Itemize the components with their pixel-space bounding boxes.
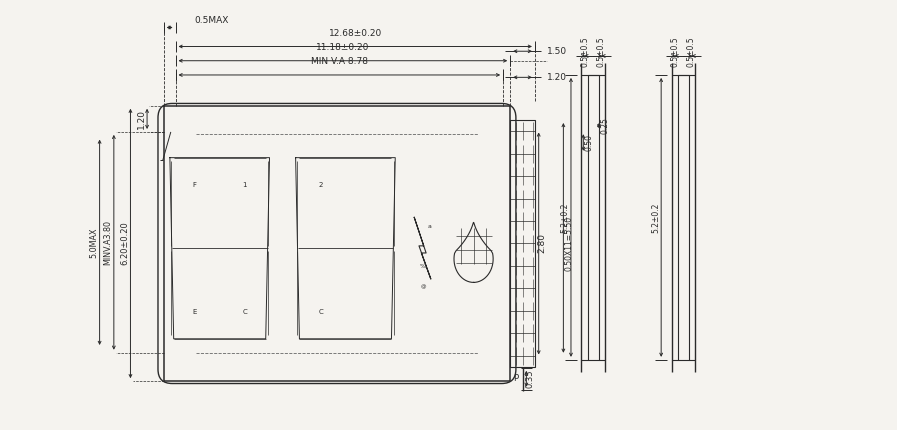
- Text: 12.68±0.20: 12.68±0.20: [328, 29, 382, 38]
- Text: %: %: [419, 264, 425, 269]
- Text: 0.5±0.5: 0.5±0.5: [580, 36, 589, 67]
- Text: 0.25: 0.25: [600, 117, 609, 134]
- Text: E: E: [193, 309, 197, 315]
- Text: 6.20±0.20: 6.20±0.20: [120, 221, 129, 265]
- Text: 0.50X11=5.50: 0.50X11=5.50: [564, 216, 573, 271]
- Text: 2: 2: [318, 182, 323, 188]
- Text: 0.5MAX: 0.5MAX: [195, 16, 229, 25]
- Text: MINV.A3.80: MINV.A3.80: [104, 220, 113, 265]
- Text: 11.18±0.20: 11.18±0.20: [317, 43, 370, 52]
- Text: F: F: [193, 182, 196, 188]
- Text: 1.20: 1.20: [137, 109, 146, 129]
- Text: 2.80: 2.80: [537, 233, 546, 253]
- Text: P: P: [513, 374, 518, 383]
- Text: 0.5±0.5: 0.5±0.5: [670, 36, 679, 67]
- Text: 0.35: 0.35: [525, 369, 535, 388]
- Text: a: a: [428, 224, 431, 229]
- Text: 5.2±0.2: 5.2±0.2: [561, 202, 570, 233]
- Text: C: C: [242, 309, 247, 315]
- Text: 0.5±0.5: 0.5±0.5: [686, 36, 695, 67]
- Text: 1: 1: [242, 182, 247, 188]
- Text: 0.5±0.5: 0.5±0.5: [597, 36, 605, 67]
- Text: MIN V.A 8.78: MIN V.A 8.78: [311, 58, 368, 66]
- Bar: [163, 106, 510, 381]
- Text: 1.20: 1.20: [547, 73, 567, 82]
- Text: @: @: [421, 285, 426, 290]
- Text: 1.50: 1.50: [547, 47, 567, 56]
- Bar: [510, 120, 535, 367]
- Text: 5.0MAX: 5.0MAX: [90, 227, 99, 258]
- Text: 0.50: 0.50: [585, 134, 594, 151]
- Text: C: C: [318, 309, 323, 315]
- Text: 5.2±0.2: 5.2±0.2: [651, 202, 660, 233]
